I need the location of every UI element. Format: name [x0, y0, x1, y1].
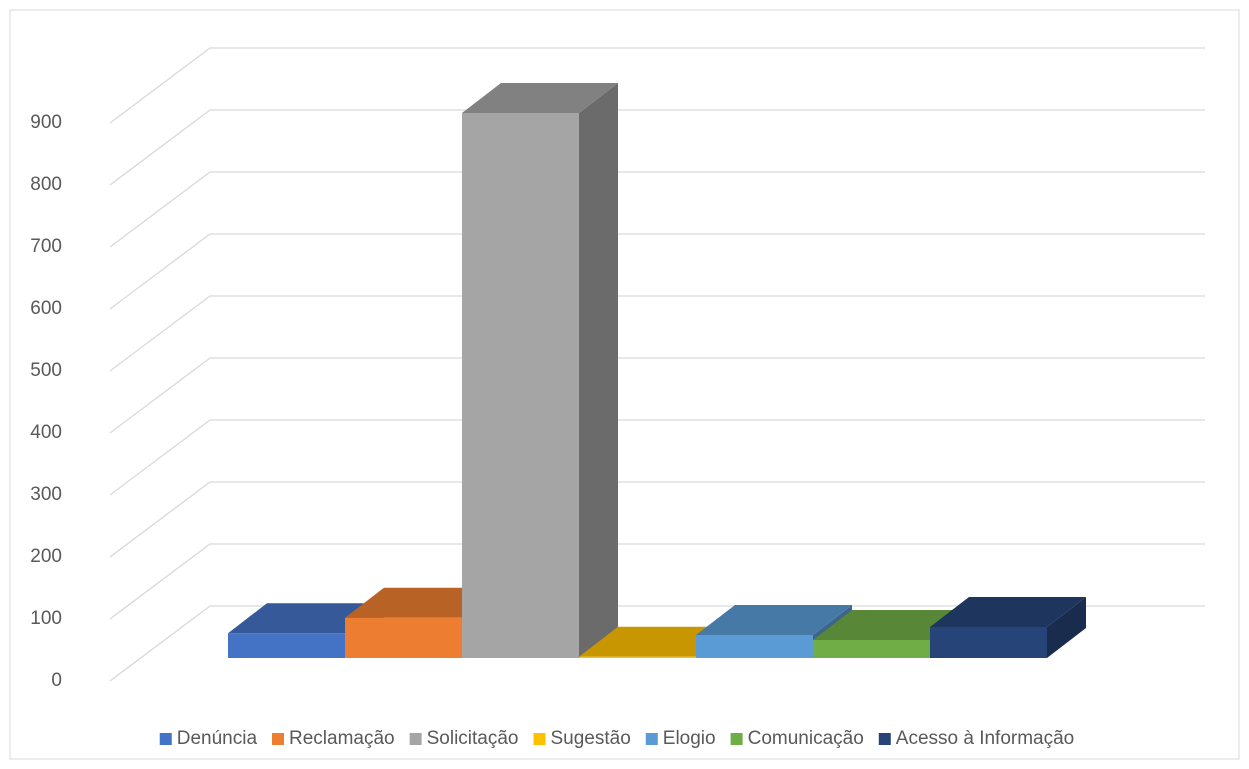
y-tick-label: 100 — [30, 608, 62, 629]
legend-swatch — [409, 733, 422, 745]
grid-line — [109, 295, 1205, 372]
grid-line — [109, 233, 1205, 310]
bar-front — [462, 113, 579, 658]
legend-label: Comunicação — [748, 728, 864, 749]
bar-front — [930, 627, 1047, 658]
y-tick-label: 900 — [30, 112, 62, 133]
bar — [930, 597, 1086, 658]
legend-swatch — [878, 733, 891, 745]
bar-front — [228, 633, 345, 658]
legend-swatch — [645, 733, 658, 745]
bar-side — [1047, 597, 1086, 658]
bar-side — [579, 83, 618, 658]
y-tick-label: 200 — [30, 546, 62, 567]
grid-line — [109, 543, 1205, 620]
grid-line — [109, 47, 1205, 124]
bar-front — [345, 617, 462, 658]
legend-swatch — [730, 733, 743, 745]
bar-front — [813, 640, 930, 658]
grid-line — [109, 171, 1205, 248]
bar-front — [696, 635, 813, 658]
legend-label: Solicitação — [427, 728, 519, 749]
y-tick-label: 300 — [30, 484, 62, 505]
bar-top — [930, 597, 1086, 627]
legend-swatch — [272, 733, 285, 745]
y-tick-label: 700 — [30, 236, 62, 257]
bar-front — [579, 656, 696, 658]
legend-label: Reclamação — [289, 728, 395, 749]
y-tick-label: 400 — [30, 422, 62, 443]
bar — [462, 83, 618, 658]
y-tick-label: 600 — [30, 298, 62, 319]
grid-line — [109, 357, 1205, 434]
bar-top — [696, 605, 852, 636]
y-tick-label: 500 — [30, 360, 62, 381]
legend-label: Denúncia — [177, 728, 258, 749]
legend-swatch — [533, 733, 546, 745]
bar-top — [462, 83, 618, 114]
legend-label: Sugestão — [551, 728, 631, 749]
grid-line — [109, 605, 1205, 682]
legend-swatch — [159, 733, 172, 745]
legend-label: Acesso à Informação — [896, 728, 1074, 749]
y-tick-label: 0 — [51, 670, 62, 691]
grid-line — [109, 419, 1205, 496]
grid-line — [109, 481, 1205, 558]
y-tick-label: 800 — [30, 174, 62, 195]
legend-label: Elogio — [663, 728, 716, 749]
grid-line — [109, 109, 1205, 186]
